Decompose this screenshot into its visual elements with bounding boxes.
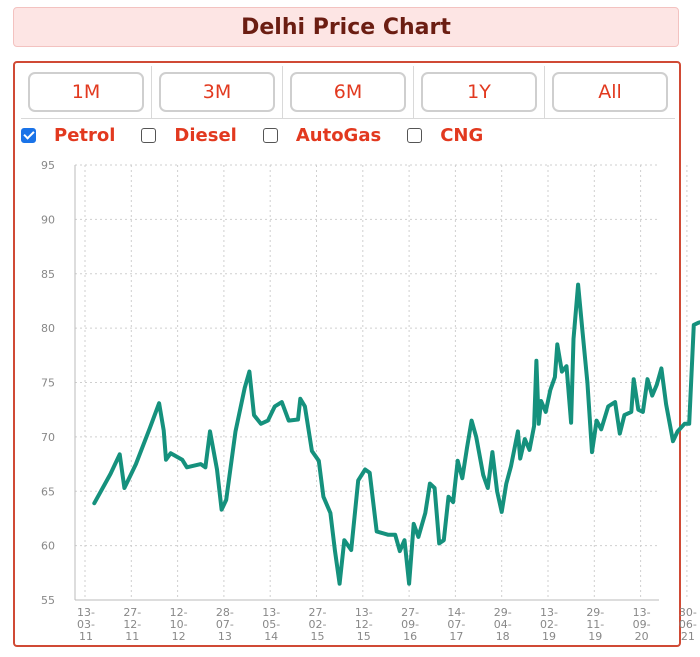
y-tick-label: 80 <box>41 322 55 335</box>
fuel-option-petrol[interactable]: Petrol <box>21 125 115 146</box>
x-tick-label: 13-02-19 <box>540 606 558 643</box>
x-tick-label: 29-11-19 <box>586 606 604 643</box>
autogas-checkbox[interactable] <box>262 127 278 143</box>
x-tick-label: 29-04-18 <box>494 606 512 643</box>
y-tick-label: 65 <box>41 485 55 498</box>
y-tick-label: 75 <box>41 377 55 390</box>
series-line-petrol <box>92 282 700 586</box>
fuel-filter: Petrol Diesel AutoGas CNG <box>21 123 509 147</box>
fuel-option-cng[interactable]: CNG <box>407 125 483 146</box>
x-tick-label: 13-05-14 <box>262 606 280 643</box>
x-tick-label: 13-03-11 <box>77 606 95 643</box>
x-tick-label: 12-10-12 <box>170 606 188 643</box>
x-tick-label: 30-06-21 <box>679 606 697 643</box>
range-button-3m[interactable]: 3M <box>159 72 275 112</box>
range-selector: 1M 3M 6M 1Y All <box>21 66 675 119</box>
y-tick-label: 70 <box>41 431 55 444</box>
cng-checkbox[interactable] <box>407 127 423 143</box>
fuel-label: Diesel <box>174 124 237 146</box>
x-tick-label: 27-02-15 <box>309 606 327 643</box>
y-tick-label: 60 <box>41 540 55 553</box>
x-tick-label: 13-09-20 <box>633 606 651 643</box>
x-tick-label: 27-09-16 <box>401 606 419 643</box>
diesel-checkbox[interactable] <box>141 127 157 143</box>
range-button-all[interactable]: All <box>552 72 668 112</box>
x-tick-label: 27-12-11 <box>123 606 141 643</box>
range-button-1y[interactable]: 1Y <box>421 72 537 112</box>
petrol-checkbox[interactable] <box>21 127 36 143</box>
x-tick-label: 13-12-15 <box>355 606 373 643</box>
fuel-label: Petrol <box>54 124 116 146</box>
range-button-6m[interactable]: 6M <box>290 72 406 112</box>
range-button-1m[interactable]: 1M <box>28 72 144 112</box>
fuel-label: AutoGas <box>295 124 382 146</box>
y-tick-label: 85 <box>41 268 55 281</box>
fuel-option-diesel[interactable]: Diesel <box>141 124 237 146</box>
y-tick-label: 55 <box>41 594 55 607</box>
fuel-label: CNG <box>440 124 484 146</box>
y-tick-label: 95 <box>41 159 55 172</box>
y-tick-label: 90 <box>41 213 55 226</box>
chart-panel: 1M 3M 6M 1Y All Petrol Diesel AutoGas CN… <box>13 61 681 647</box>
x-tick-label: 14-07-17 <box>447 606 465 643</box>
fuel-option-autogas[interactable]: AutoGas <box>262 124 382 146</box>
x-tick-label: 28-07-13 <box>216 606 234 643</box>
page-title: Delhi Price Chart <box>13 7 679 47</box>
